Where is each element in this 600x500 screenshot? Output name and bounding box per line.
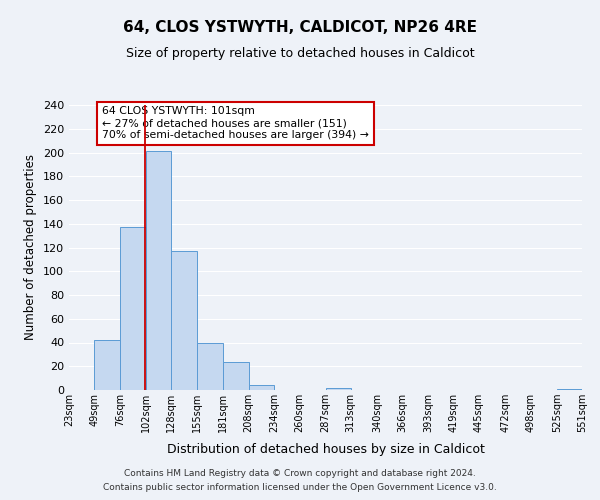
Bar — [171, 251, 197, 390]
Bar — [223, 362, 249, 390]
Bar — [557, 389, 582, 390]
Bar — [146, 152, 171, 390]
Bar — [94, 340, 121, 390]
X-axis label: Distribution of detached houses by size in Caldicot: Distribution of detached houses by size … — [167, 444, 484, 456]
Text: Size of property relative to detached houses in Caldicot: Size of property relative to detached ho… — [125, 48, 475, 60]
Text: 64 CLOS YSTWYTH: 101sqm
← 27% of detached houses are smaller (151)
70% of semi-d: 64 CLOS YSTWYTH: 101sqm ← 27% of detache… — [103, 106, 369, 140]
Y-axis label: Number of detached properties: Number of detached properties — [25, 154, 37, 340]
Bar — [197, 342, 223, 390]
Bar — [325, 388, 351, 390]
Bar — [121, 228, 146, 390]
Text: 64, CLOS YSTWYTH, CALDICOT, NP26 4RE: 64, CLOS YSTWYTH, CALDICOT, NP26 4RE — [123, 20, 477, 35]
Text: Contains HM Land Registry data © Crown copyright and database right 2024.: Contains HM Land Registry data © Crown c… — [124, 468, 476, 477]
Bar — [249, 385, 274, 390]
Text: Contains public sector information licensed under the Open Government Licence v3: Contains public sector information licen… — [103, 484, 497, 492]
